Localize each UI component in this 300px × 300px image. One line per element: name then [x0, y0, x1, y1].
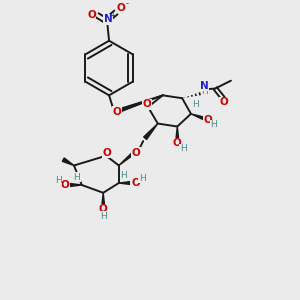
Text: O: O — [203, 115, 212, 125]
Text: H: H — [120, 171, 127, 180]
Text: O: O — [116, 3, 125, 13]
Text: O: O — [220, 97, 229, 107]
Text: N: N — [200, 81, 209, 91]
Polygon shape — [102, 193, 105, 206]
Text: H: H — [139, 174, 146, 183]
Polygon shape — [116, 95, 163, 113]
Text: +: + — [109, 11, 115, 20]
Text: -: - — [125, 0, 128, 8]
Text: H: H — [100, 212, 106, 221]
Text: O: O — [99, 204, 108, 214]
Text: H: H — [180, 144, 187, 153]
Text: O: O — [173, 138, 182, 148]
Polygon shape — [119, 148, 138, 166]
Text: H: H — [74, 173, 80, 182]
Text: O: O — [132, 148, 141, 158]
Polygon shape — [70, 184, 82, 186]
Text: N: N — [104, 14, 112, 24]
Text: O: O — [131, 178, 140, 188]
Text: O: O — [112, 107, 121, 117]
Text: O: O — [143, 99, 152, 109]
Polygon shape — [176, 127, 179, 140]
Text: H: H — [192, 100, 199, 109]
Text: O: O — [61, 180, 70, 190]
Polygon shape — [144, 124, 158, 140]
Text: O: O — [103, 148, 112, 158]
Polygon shape — [62, 158, 74, 166]
Polygon shape — [119, 182, 130, 184]
Text: H: H — [55, 176, 62, 184]
Text: H: H — [210, 120, 217, 129]
Text: H: H — [201, 87, 208, 96]
Text: O: O — [87, 11, 96, 20]
Polygon shape — [191, 114, 205, 120]
